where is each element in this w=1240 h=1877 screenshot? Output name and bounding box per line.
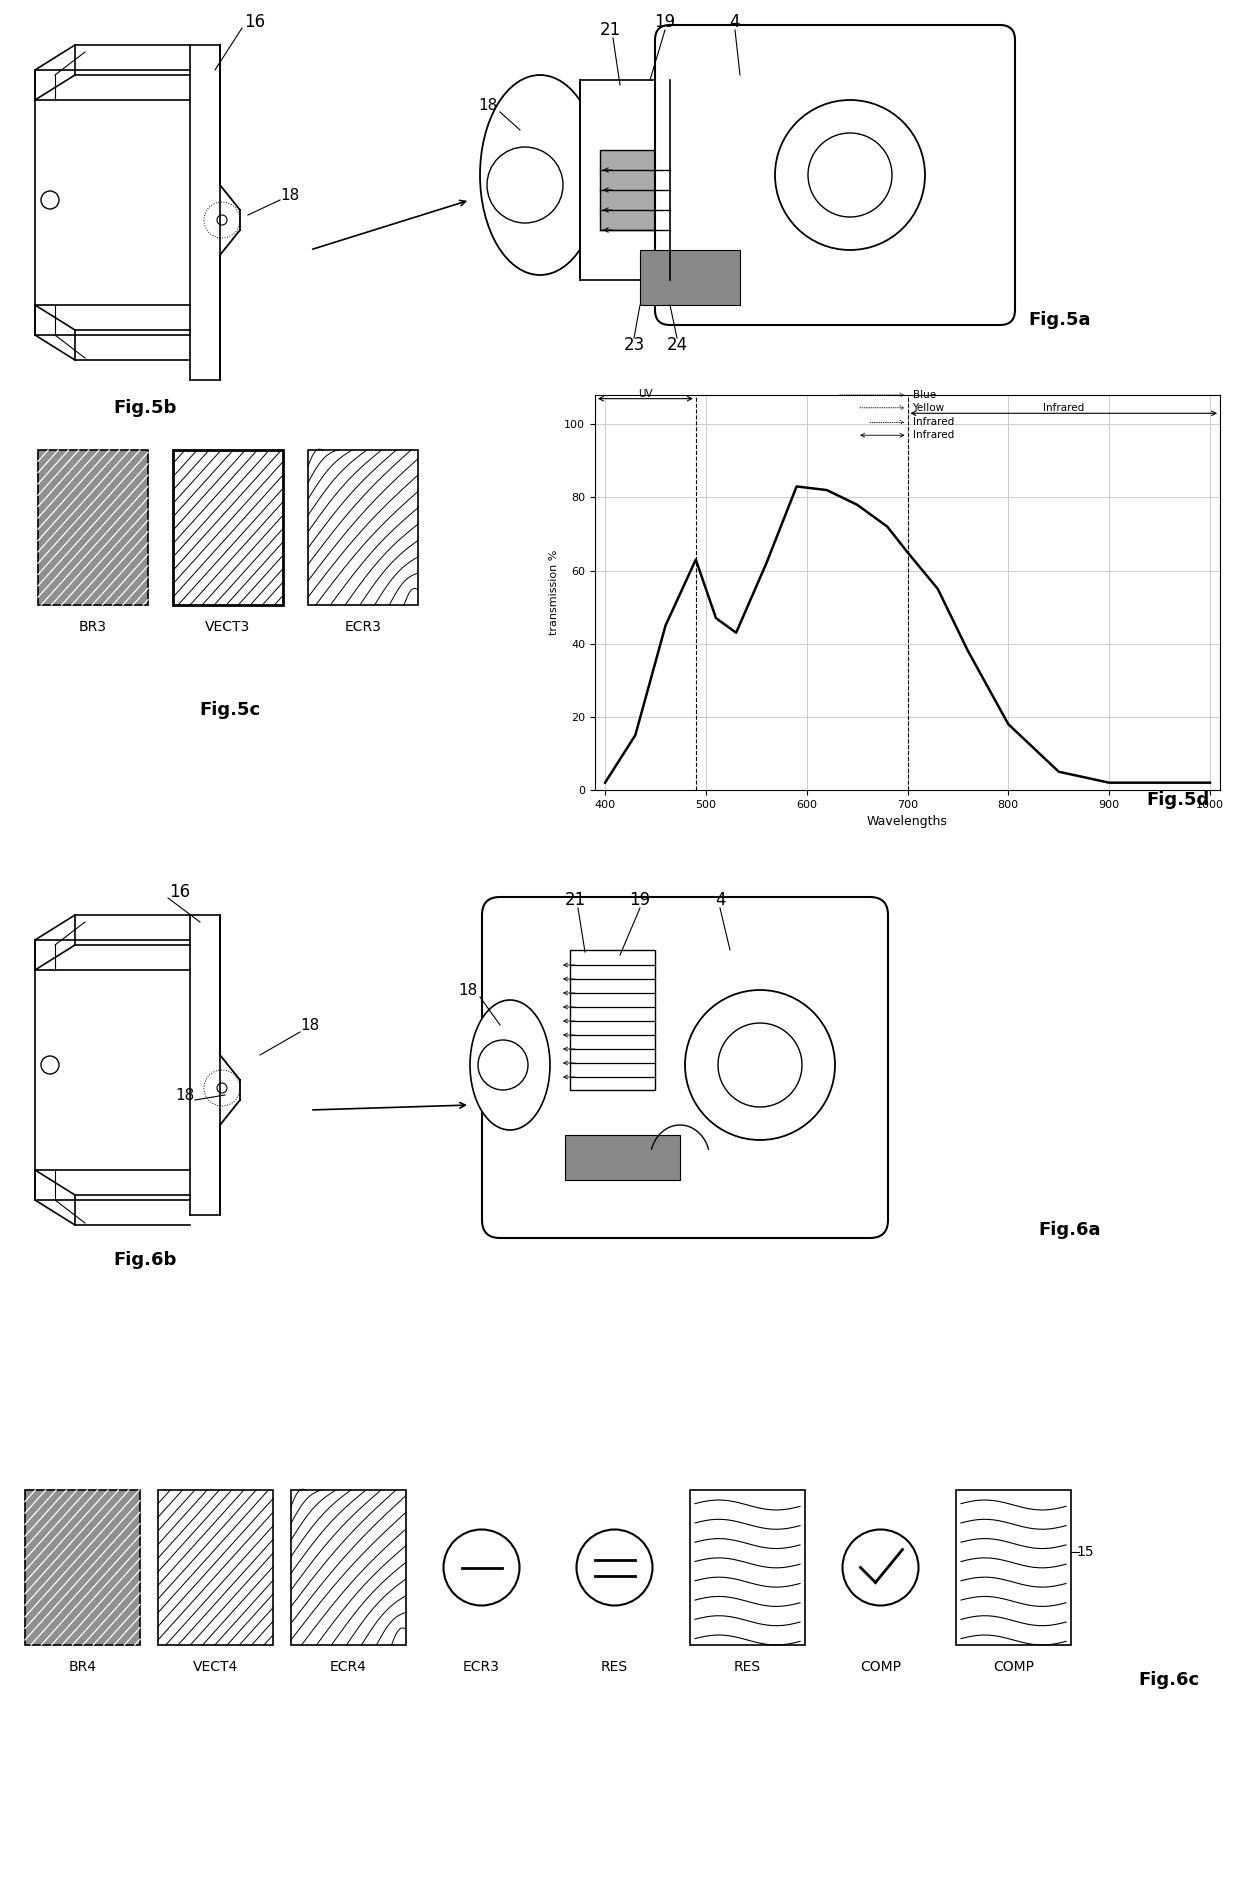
Bar [38,450,148,604]
Bar [565,1136,680,1181]
Text: Fig.6b: Fig.6b [113,1250,176,1269]
Bar [600,150,665,231]
Bar [640,250,740,304]
Text: Blue: Blue [913,390,936,400]
Circle shape [842,1530,919,1605]
Circle shape [718,1023,802,1107]
Circle shape [477,1040,528,1091]
Text: 18: 18 [175,1087,195,1102]
Text: Yellow: Yellow [913,404,945,413]
Text: ECR4: ECR4 [330,1659,367,1674]
Text: 21: 21 [564,892,585,908]
Text: 19: 19 [630,892,651,908]
Text: 16: 16 [170,882,191,901]
Text: Infrared: Infrared [1043,404,1084,413]
Circle shape [41,191,60,208]
Bar [956,1490,1071,1644]
Bar [174,450,283,604]
Text: 24: 24 [666,336,687,355]
FancyBboxPatch shape [655,24,1016,325]
Bar [570,950,655,1091]
Text: 18: 18 [459,982,477,997]
Bar [157,1490,273,1644]
Text: 21: 21 [599,21,621,39]
FancyBboxPatch shape [482,897,888,1239]
Bar [689,1490,805,1644]
Circle shape [684,989,835,1139]
Circle shape [444,1530,520,1605]
Text: 4: 4 [730,13,740,32]
Text: 23: 23 [624,336,645,355]
Text: 15: 15 [1076,1545,1094,1560]
Bar [291,1490,405,1644]
Circle shape [775,99,925,250]
Text: UV: UV [639,389,652,398]
Text: 19: 19 [655,13,676,32]
Text: COMP: COMP [861,1659,901,1674]
Bar [580,81,670,280]
Circle shape [808,133,892,218]
Circle shape [577,1530,652,1605]
Text: ECR3: ECR3 [345,619,382,634]
Text: Fig.5c: Fig.5c [200,700,260,719]
Text: Fig.6a: Fig.6a [1039,1222,1101,1239]
Text: RES: RES [734,1659,761,1674]
Text: 18: 18 [300,1017,320,1032]
Text: 18: 18 [479,98,497,113]
Circle shape [41,1057,60,1074]
Text: COMP: COMP [993,1659,1034,1674]
Circle shape [487,146,563,223]
Text: Fig.5b: Fig.5b [113,400,176,417]
Text: 16: 16 [244,13,265,32]
Circle shape [217,216,227,225]
Text: RES: RES [601,1659,629,1674]
Bar [25,1490,140,1644]
Text: Fig.6c: Fig.6c [1138,1671,1200,1689]
Text: Infrared: Infrared [913,430,954,441]
Text: BR4: BR4 [68,1659,97,1674]
Ellipse shape [470,1000,551,1130]
Text: ECR3: ECR3 [463,1659,500,1674]
X-axis label: Wavelengths: Wavelengths [867,815,947,828]
Text: Fig.5d: Fig.5d [1147,790,1210,809]
Text: BR3: BR3 [79,619,107,634]
Bar [308,450,418,604]
Ellipse shape [480,75,600,276]
Y-axis label: transmission %: transmission % [549,550,559,634]
Circle shape [217,1083,227,1092]
Text: Infrared: Infrared [913,417,954,428]
Text: 4: 4 [714,892,725,908]
Text: 18: 18 [280,188,300,203]
Text: VECT4: VECT4 [193,1659,238,1674]
Text: VECT3: VECT3 [206,619,250,634]
Text: Fig.5a: Fig.5a [1029,312,1091,328]
